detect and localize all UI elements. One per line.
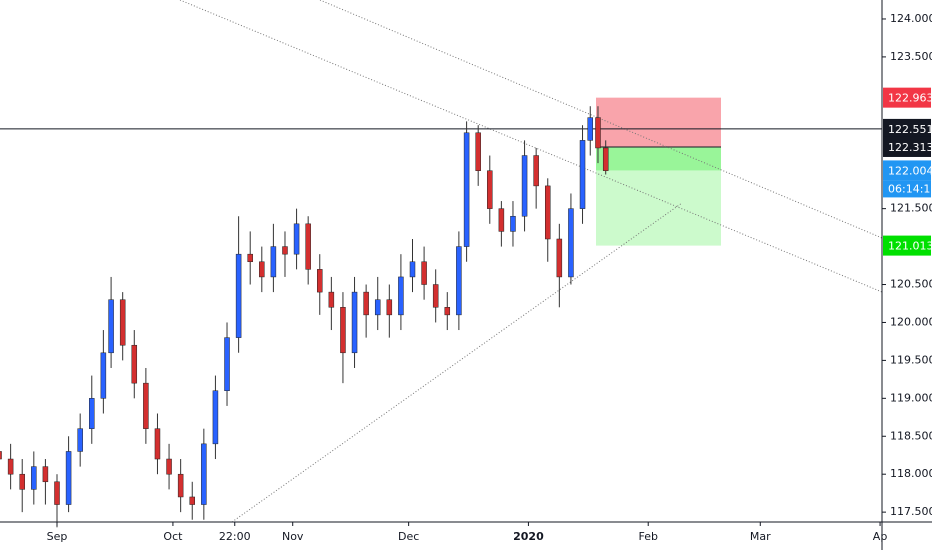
x-tick-label: Mar xyxy=(750,530,771,543)
x-tick-label: 2020 xyxy=(513,530,544,543)
candle-body xyxy=(65,451,72,505)
candle-body xyxy=(521,155,528,217)
candle-body xyxy=(533,155,539,187)
candle-body xyxy=(498,208,505,232)
candle-body xyxy=(177,473,184,498)
price-marker xyxy=(883,87,931,108)
candle-body xyxy=(89,398,95,429)
profit-zone xyxy=(596,146,721,171)
price-marker-label: 121.013 xyxy=(888,240,932,253)
candle-body xyxy=(54,481,60,505)
drawings xyxy=(179,0,883,523)
x-tick-label: Ap xyxy=(873,530,888,543)
price-marker-label: 122.963 xyxy=(888,92,932,105)
price-marker xyxy=(883,235,931,256)
candle-body xyxy=(602,147,609,171)
candle-body xyxy=(556,238,563,278)
x-tick-label: 22:00 xyxy=(219,530,251,543)
candle-body xyxy=(328,291,335,308)
y-tick-label: 118.000 xyxy=(890,467,932,480)
y-tick-label: 123.500 xyxy=(890,50,932,63)
trend-line xyxy=(179,0,883,293)
candle-body xyxy=(475,132,481,171)
price-marker xyxy=(883,118,931,139)
candle-body xyxy=(201,443,207,505)
candle-body xyxy=(212,390,219,445)
candle-body xyxy=(568,208,574,278)
candle-body xyxy=(100,352,107,399)
position-tool xyxy=(596,97,721,246)
candle-body xyxy=(363,291,369,316)
candle-body xyxy=(166,458,172,475)
price-marker-label: 122.004 xyxy=(888,164,932,177)
target-zone xyxy=(596,146,721,246)
candle-body xyxy=(487,170,493,209)
candle-body xyxy=(42,466,49,483)
candle-body xyxy=(463,132,470,247)
x-tick-label: Feb xyxy=(638,530,657,543)
y-tick-label: 121.500 xyxy=(890,202,932,215)
candle-body xyxy=(282,246,288,255)
candle-body xyxy=(579,140,586,209)
candle-body xyxy=(108,299,114,354)
candle-body xyxy=(444,307,451,316)
candle-body xyxy=(143,382,149,429)
candle-body xyxy=(305,223,311,270)
countdown-box xyxy=(883,180,931,198)
candle-body xyxy=(386,299,393,316)
candle-body xyxy=(293,223,300,255)
y-tick-label: 120.500 xyxy=(890,278,932,291)
y-tick-label: 119.500 xyxy=(890,353,932,366)
candle-body xyxy=(259,261,265,278)
candle-body xyxy=(0,451,2,460)
price-marker-label: 122.313 xyxy=(888,141,932,154)
x-tick-label: Sep xyxy=(47,530,68,543)
x-tick-label: Oct xyxy=(163,530,183,543)
candle-body xyxy=(351,291,358,354)
price-marker-label: 122.551 xyxy=(888,123,932,136)
price-marker xyxy=(883,160,931,181)
candle-body xyxy=(235,253,242,338)
candle-body xyxy=(421,261,427,285)
countdown-label: 06:14:10 xyxy=(888,182,932,195)
candle-body xyxy=(398,276,404,316)
y-tick-label: 120.000 xyxy=(890,315,932,328)
y-tick-label: 124.000 xyxy=(890,12,932,25)
y-tick-label: 118.500 xyxy=(890,429,932,442)
x-tick-label: Nov xyxy=(282,530,304,543)
candle-body xyxy=(19,473,25,490)
y-tick-label: 117.500 xyxy=(890,505,932,518)
candle-body xyxy=(595,117,601,149)
x-tick-label: Dec xyxy=(398,530,419,543)
candle-body xyxy=(587,117,594,141)
candle-body xyxy=(7,458,14,475)
candle-body xyxy=(456,246,462,316)
candle-body xyxy=(432,284,439,308)
y-tick-label: 119.000 xyxy=(890,391,932,404)
candle-body xyxy=(31,466,37,490)
candle-body xyxy=(544,185,551,240)
candle-body xyxy=(374,299,381,316)
candle-body xyxy=(317,269,323,293)
candle-body xyxy=(77,428,83,452)
candle-body xyxy=(510,215,516,232)
candle-body xyxy=(340,307,346,354)
candle-body xyxy=(131,344,138,384)
price-marker xyxy=(883,136,931,157)
candle-body xyxy=(247,253,253,263)
candle-body xyxy=(224,337,230,391)
candle-body xyxy=(119,299,126,346)
trend-line xyxy=(231,202,683,523)
stop-zone xyxy=(596,97,721,147)
candle-body xyxy=(189,496,195,505)
candle-body xyxy=(409,261,416,278)
candle-body xyxy=(270,246,277,278)
candle-body xyxy=(154,428,161,460)
